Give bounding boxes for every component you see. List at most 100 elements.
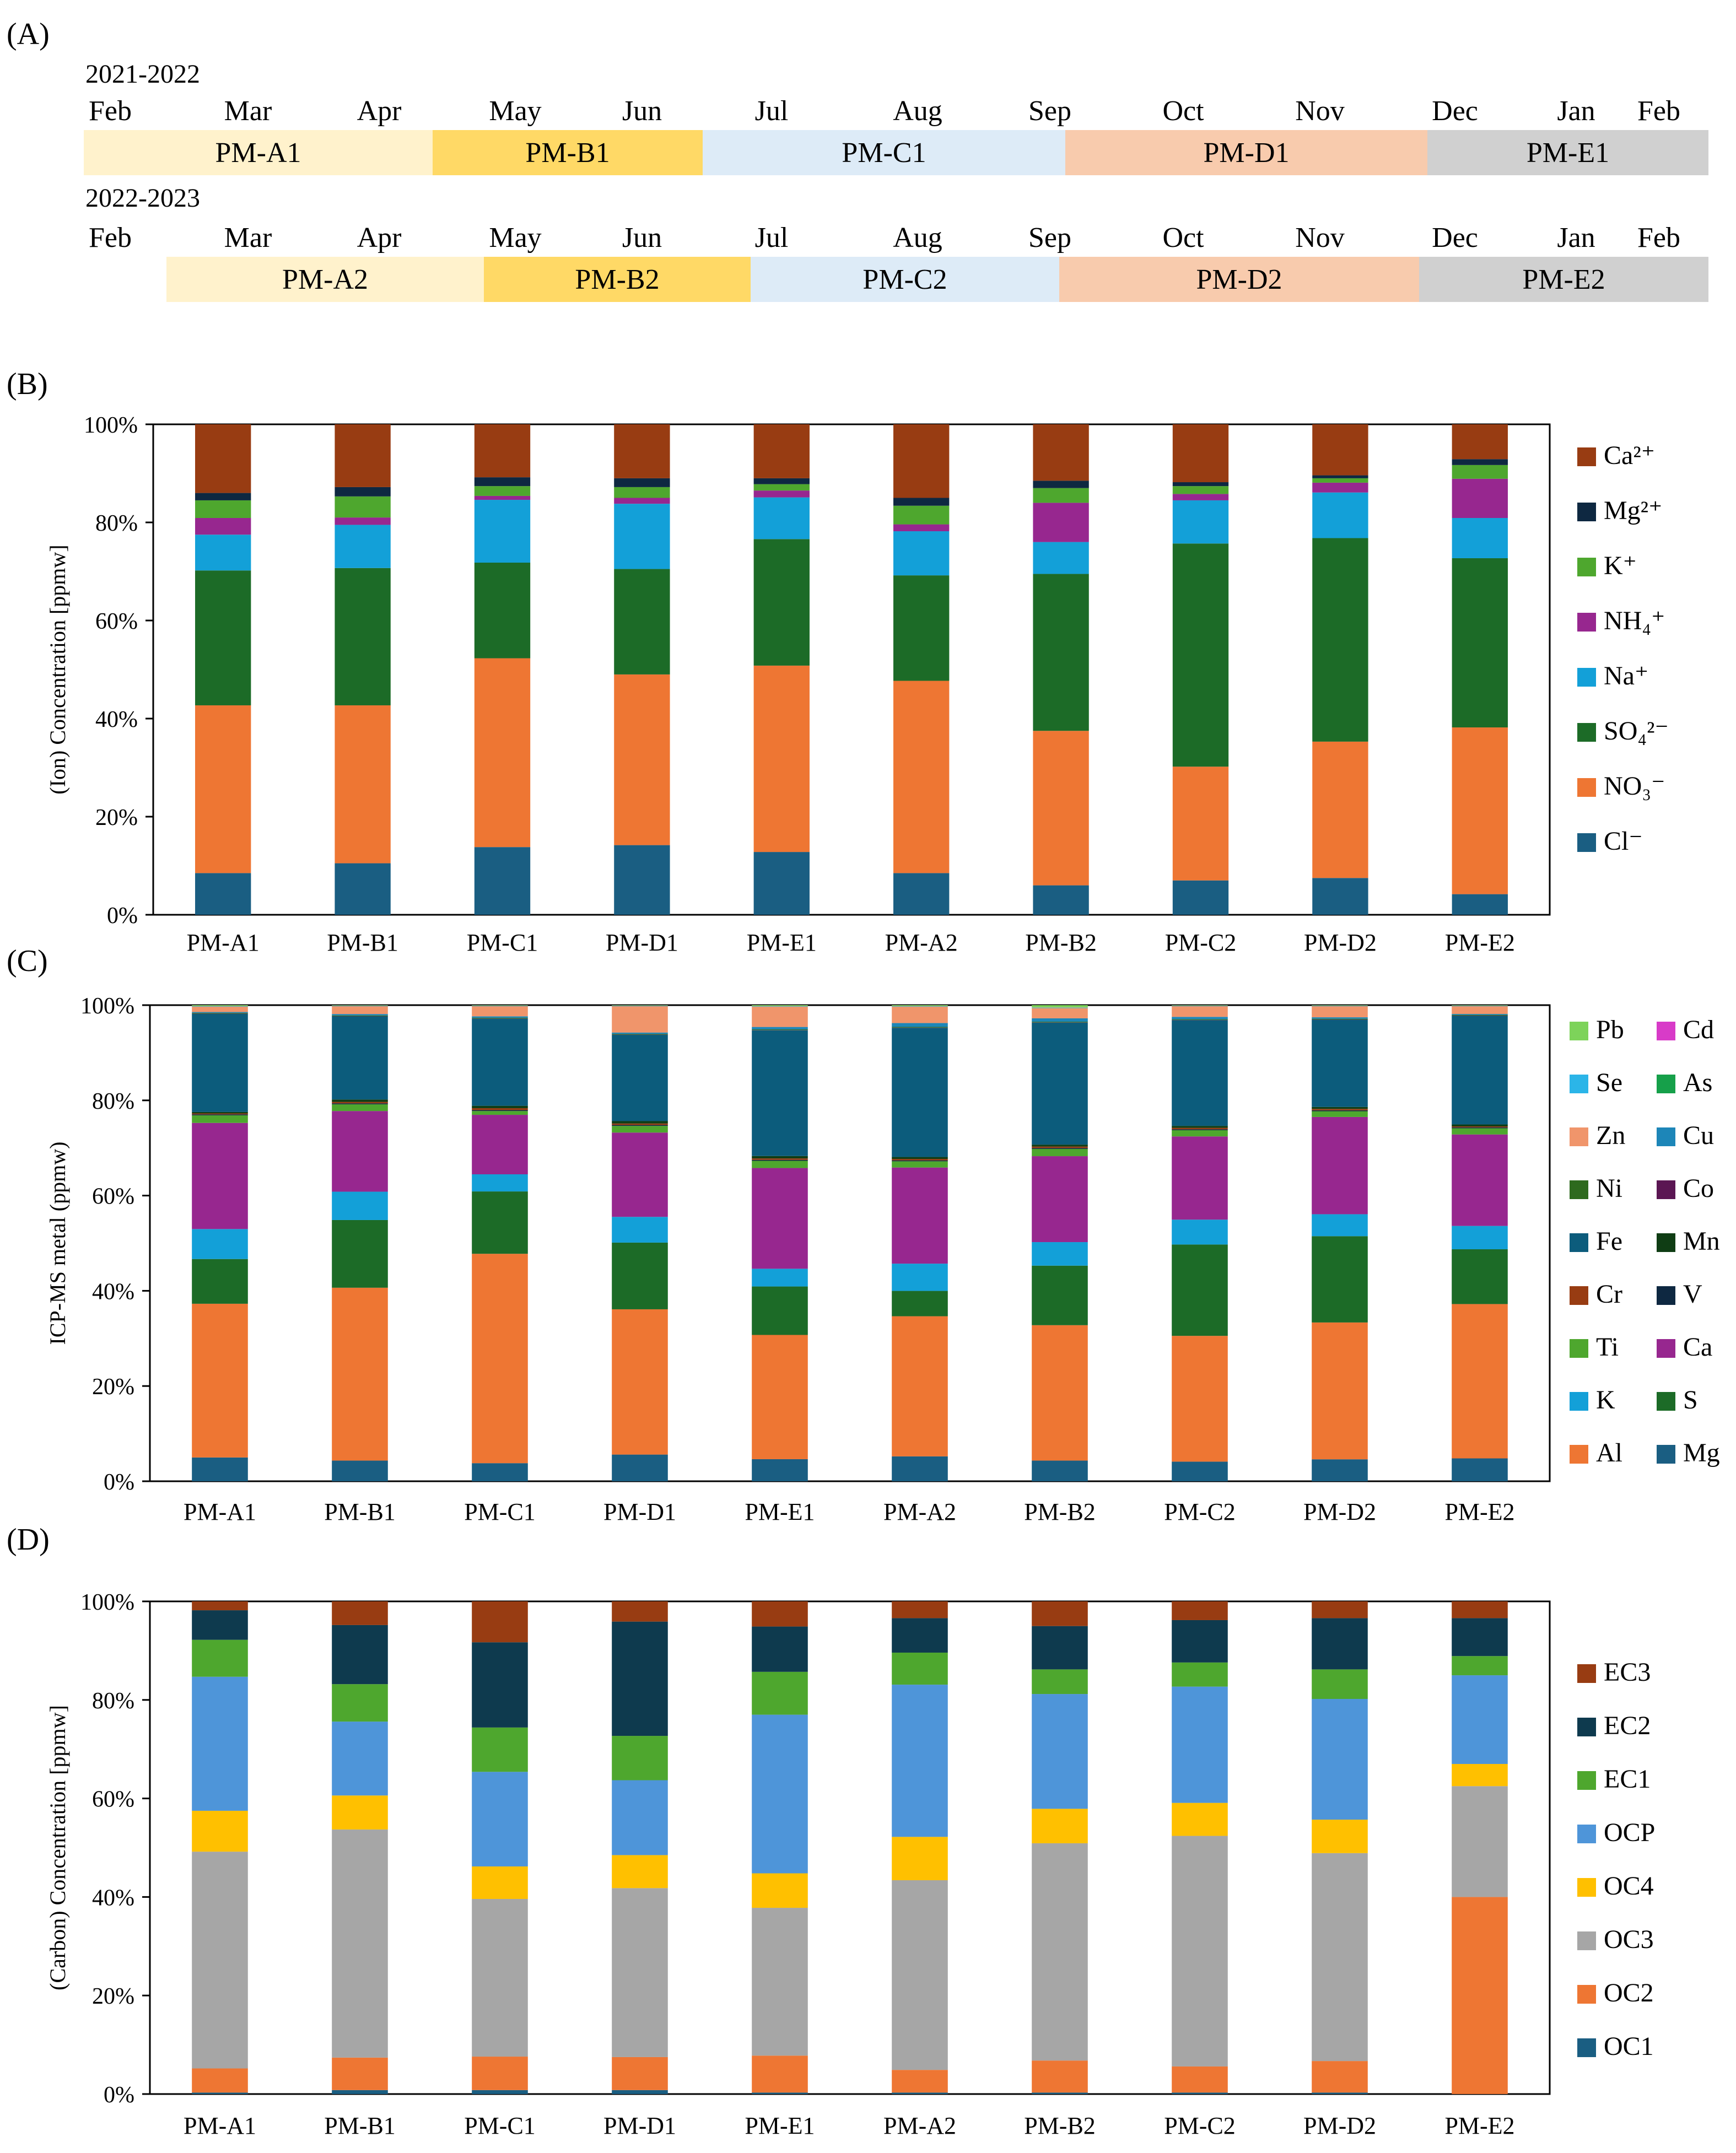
bar-segment-pm-b2-mg bbox=[1033, 481, 1089, 488]
x-tick-label-pm-b2: PM-B2 bbox=[1024, 2112, 1096, 2139]
bar-segment-pm-b2-ti bbox=[1032, 1148, 1088, 1157]
y-tick-label-40: 40% bbox=[92, 1279, 134, 1304]
bar-segment-pm-e1-ocp bbox=[752, 1714, 808, 1874]
bar-segment-pm-c2-ca bbox=[1172, 424, 1229, 483]
bar-segment-pm-c1-ocp bbox=[472, 1772, 528, 1866]
bar-segment-pm-b2-cl bbox=[1033, 885, 1089, 915]
x-tick-label-pm-d2: PM-D2 bbox=[1304, 929, 1377, 956]
bar-segment-pm-a2-oc1 bbox=[892, 2092, 948, 2094]
period-label-pm-e1: PM-E1 bbox=[1527, 137, 1609, 169]
bar-segment-pm-d2-so bbox=[1312, 538, 1368, 742]
bar-segment-pm-c1-k bbox=[472, 1174, 528, 1192]
bar-segment-pm-c2-so bbox=[1172, 543, 1229, 767]
x-tick-label-pm-c1: PM-C1 bbox=[464, 1498, 536, 1525]
bar-segment-pm-d1-mg bbox=[612, 1454, 668, 1481]
bar-segment-pm-b1-oc3 bbox=[332, 1829, 388, 2058]
bar-segment-pm-b2-oc4 bbox=[1032, 1809, 1088, 1843]
bar-segment-pm-d2-ocp bbox=[1312, 1699, 1368, 1820]
bar-segment-pm-c2-fe bbox=[1172, 1020, 1228, 1126]
bar-segment-pm-c1-ec3 bbox=[472, 1601, 528, 1643]
bar-segment-pm-a2-mg bbox=[893, 498, 950, 506]
bar-segment-pm-b1-ti bbox=[332, 1104, 388, 1111]
period-label-pm-e2: PM-E2 bbox=[1522, 264, 1605, 295]
bar-segment-pm-d2-no bbox=[1312, 741, 1368, 878]
period-bar-pm-a1 bbox=[84, 130, 433, 175]
bar-segment-pm-e2-nh bbox=[1452, 478, 1508, 518]
legend-swatch-mn bbox=[1657, 1233, 1675, 1252]
legend-swatch-k bbox=[1577, 558, 1596, 576]
bar-segment-pm-b2-nh bbox=[1033, 503, 1089, 542]
bar-segment-pm-e2-oc3 bbox=[1452, 1786, 1508, 1897]
legend-label-mg: Mg bbox=[1683, 1438, 1720, 1467]
bar-segment-pm-b1-mg bbox=[335, 487, 391, 497]
bar-segment-pm-d2-mg bbox=[1312, 475, 1368, 478]
plot-frame bbox=[152, 423, 1551, 916]
bar-segment-pm-b2-mg bbox=[1032, 1460, 1088, 1481]
y-tick-label-0: 0% bbox=[104, 2082, 134, 2108]
bar-segment-pm-a2-cr bbox=[892, 1159, 948, 1161]
bar-segment-pm-e2-ti bbox=[1452, 1128, 1508, 1135]
bar-segment-pm-d2-ca bbox=[1312, 1116, 1368, 1215]
legend-swatch-fe bbox=[1570, 1233, 1588, 1252]
bar-segment-pm-d1-oc4 bbox=[612, 1855, 668, 1888]
legend-label-ec2: EC2 bbox=[1604, 1711, 1651, 1740]
x-tick-label-pm-a1: PM-A1 bbox=[184, 2112, 256, 2139]
month-label-feb: Feb bbox=[1637, 222, 1680, 253]
legend-label-so: SO₄²⁻ bbox=[1604, 716, 1669, 746]
legend-swatch-oc1 bbox=[1577, 2038, 1596, 2057]
bar-segment-pm-a1-k bbox=[195, 500, 251, 518]
bar-segment-pm-a1-mg bbox=[195, 493, 251, 500]
bar-segment-pm-e1-so bbox=[753, 539, 810, 666]
bar-segment-pm-a1-na bbox=[195, 535, 251, 571]
legend-swatch-as bbox=[1657, 1075, 1675, 1093]
month-label-may: May bbox=[489, 222, 541, 253]
bar-segment-pm-e2-cu bbox=[1452, 1013, 1508, 1015]
bar-segment-pm-b2-cr bbox=[1032, 1146, 1088, 1148]
bar-segment-pm-d1-zn bbox=[612, 1006, 668, 1033]
legend-swatch-oc3 bbox=[1577, 1931, 1596, 1950]
bar-segment-pm-d2-ti bbox=[1312, 1111, 1368, 1117]
legend-swatch-zn bbox=[1570, 1127, 1588, 1146]
bar-segment-pm-e1-ca bbox=[753, 424, 810, 478]
legend-swatch-na bbox=[1577, 668, 1596, 687]
bar-segment-pm-a1-ca bbox=[195, 424, 251, 493]
legend-label-ca: Ca²⁺ bbox=[1604, 441, 1655, 470]
x-tick-label-pm-d1: PM-D1 bbox=[606, 929, 678, 956]
bar-segment-pm-b1-s bbox=[332, 1220, 388, 1288]
bar-segment-pm-a2-oc2 bbox=[892, 2070, 948, 2093]
month-label-feb: Feb bbox=[1637, 95, 1680, 127]
bar-segment-pm-a1-pb bbox=[192, 1005, 248, 1006]
bar-segment-pm-d2-oc3 bbox=[1312, 1853, 1368, 2062]
x-tick-label-pm-c2: PM-C2 bbox=[1164, 1498, 1236, 1525]
y-tick-label-60: 60% bbox=[92, 1787, 134, 1812]
legend-swatch-ocp bbox=[1577, 1825, 1596, 1843]
legend-swatch-oc4 bbox=[1577, 1878, 1596, 1897]
bar-segment-pm-a1-no bbox=[195, 705, 251, 873]
bar-segment-pm-c1-cr bbox=[472, 1108, 528, 1110]
month-label-sep: Sep bbox=[1028, 222, 1071, 253]
bar-segment-pm-a1-nh bbox=[195, 517, 251, 535]
legend-swatch-ca bbox=[1577, 447, 1596, 466]
legend-swatch-ec3 bbox=[1577, 1664, 1596, 1683]
bar-segment-pm-d2-ec3 bbox=[1312, 1601, 1368, 1618]
bar-segment-pm-a2-cl bbox=[893, 873, 950, 915]
bar-segment-pm-b1-na bbox=[335, 525, 391, 568]
bar-segment-pm-e1-ti bbox=[752, 1161, 808, 1168]
bar-segment-pm-b2-pb bbox=[1032, 1005, 1088, 1008]
bar-segment-pm-d2-nh bbox=[1312, 482, 1368, 493]
period-label-pm-d2: PM-D2 bbox=[1196, 264, 1282, 295]
bar-segment-pm-c2-k bbox=[1172, 486, 1229, 494]
bar-segment-pm-c2-cu bbox=[1172, 1017, 1228, 1019]
bar-segment-pm-e2-mg bbox=[1452, 459, 1508, 465]
legend-swatch-ca bbox=[1657, 1339, 1675, 1358]
bar-segment-pm-b2-k bbox=[1032, 1242, 1088, 1266]
bar-segment-pm-e1-mg bbox=[753, 478, 810, 484]
month-label-nov: Nov bbox=[1295, 222, 1345, 253]
bar-segment-pm-e2-v bbox=[1452, 1127, 1508, 1129]
legend-label-nh: NH₄⁺ bbox=[1604, 606, 1665, 635]
legend-label-ec3: EC3 bbox=[1604, 1658, 1651, 1687]
bar-segment-pm-b1-cl bbox=[335, 863, 391, 915]
bar-segment-pm-a2-oc3 bbox=[892, 1880, 948, 2070]
legend-label-na: Na⁺ bbox=[1604, 661, 1648, 690]
